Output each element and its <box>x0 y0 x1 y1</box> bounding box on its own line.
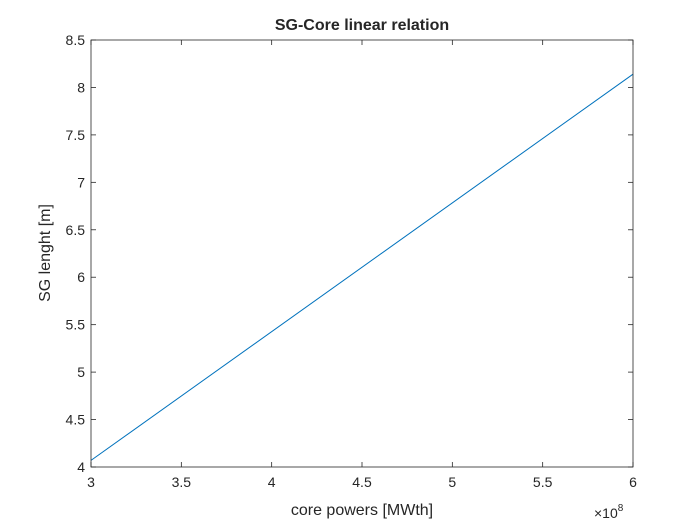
y-tick-label: 6.5 <box>66 222 86 238</box>
x-tick-label: 4 <box>268 474 276 490</box>
y-tick-label: 5.5 <box>66 317 86 333</box>
y-tick-label: 7.5 <box>66 127 86 143</box>
y-axis-label: SG lenght [m] <box>37 204 54 302</box>
y-tick-label: 4 <box>77 459 85 475</box>
axes-box <box>90 39 634 468</box>
x-exponent-base: ×10 <box>594 505 618 521</box>
series-line <box>90 73 634 461</box>
y-tick-label: 6 <box>77 269 85 285</box>
y-tick-label: 4.5 <box>66 412 86 428</box>
x-tick-label: 4.5 <box>352 474 372 490</box>
x-exponent-power: 8 <box>618 503 624 514</box>
y-tick-label: 8 <box>77 79 85 95</box>
x-exponent-label: ×108 <box>594 503 624 521</box>
x-tick-label: 3 <box>87 474 95 490</box>
y-tick-label: 5 <box>77 364 85 380</box>
x-tick-label: 5.5 <box>533 474 553 490</box>
x-tick-label: 6 <box>629 474 637 490</box>
x-tick-label: 5 <box>448 474 456 490</box>
y-tick-label: 7 <box>77 174 85 190</box>
y-tick-label: 8.5 <box>66 32 86 48</box>
x-tick-label: 3.5 <box>172 474 192 490</box>
chart-title: SG-Core linear relation <box>275 17 449 34</box>
x-axis-label: core powers [MWth] <box>291 502 433 519</box>
